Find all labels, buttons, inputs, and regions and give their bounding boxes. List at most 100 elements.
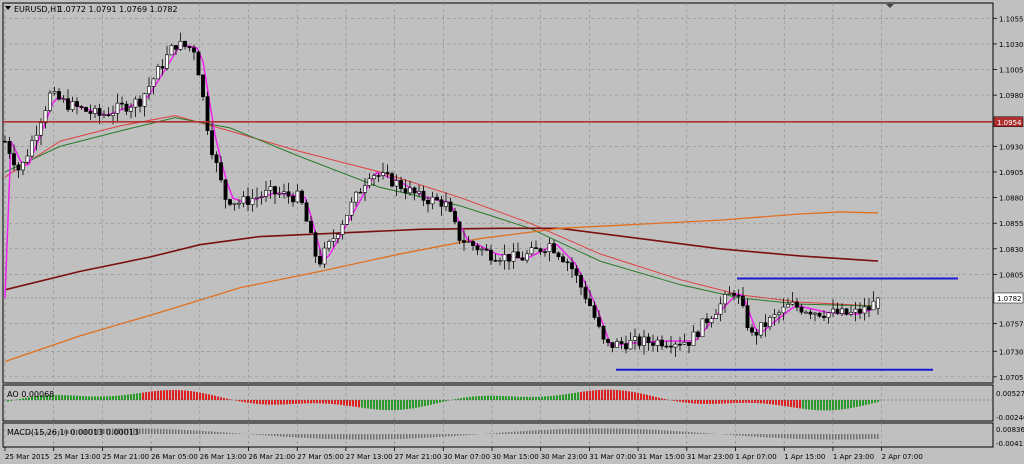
macd-bar [103,428,105,434]
ao-bar [589,390,591,400]
candle-body [448,201,453,212]
macd-bar [859,434,861,440]
macd-bar [670,430,672,434]
candle-body [556,252,561,258]
ao-bar [67,395,69,400]
candle-body [147,86,151,95]
ao-bar [208,394,210,400]
macd-bar [280,434,282,437]
macd-bar [622,428,624,434]
macd-bar [322,434,324,439]
macd-bar [277,434,279,437]
ao-bar [340,400,342,405]
macd-bar [388,434,390,440]
ao-bar [262,400,264,405]
x-tick-label: 26 Mar 05:00 [151,453,198,461]
macd-bar [385,434,387,440]
macd-bar [268,434,270,436]
candle-body [160,66,165,69]
macd-label: MACD(15,26,1) 0.00013 0.00013 [7,428,139,437]
ao-bar [457,398,459,400]
macd-bar [151,428,153,434]
ao-bar [163,390,165,400]
ao-bar [157,390,159,400]
macd-bar [190,430,192,434]
candle-body [48,92,52,111]
x-tick-label: 27 Mar 05:00 [297,453,344,461]
y-tick-label: 1.0805 [999,271,1024,279]
macd-bar [556,429,558,434]
macd-bar [604,428,606,434]
macd-bar [625,428,627,434]
ao-bar [598,389,600,400]
candle-body [39,122,43,136]
candle-body [115,102,120,114]
ao-tick-top: 0.00527 [996,390,1024,398]
ao-bar [844,400,846,410]
macd-bar [805,434,807,440]
ao-tick-bottom: -0.00246 [996,414,1024,422]
ao-bar [268,400,270,405]
ao-bar [550,395,552,400]
x-tick-label: 1 Apr 15:00 [784,453,825,461]
macd-bar [232,432,234,434]
ao-bar [832,400,834,411]
ao-bar [694,400,696,404]
ao-bar [313,400,315,404]
macd-bar [844,434,846,440]
candle-body [111,113,115,116]
time-axis: 25 Mar 2015 25 Mar 13:00 25 Mar 21:00 26 Ma… [4,447,923,461]
ao-bar [418,400,420,408]
macd-bar [169,429,171,434]
macd-bar [334,434,336,440]
macd-bar [829,434,831,440]
candle-body [430,196,435,205]
candle-body [133,98,138,108]
ao-bar [877,400,879,403]
candle-body [259,196,264,198]
ao-bar [40,395,42,400]
candle-body [781,306,786,314]
candle-body [547,243,552,252]
ao-bar [874,400,876,403]
ao-bar [679,400,681,402]
candle-body [201,74,205,97]
macd-bar [781,434,783,439]
ao-bar [217,396,219,400]
macd-bar [838,434,840,440]
macd-bar [313,434,315,439]
scroll-marker-icon[interactable] [886,4,894,8]
macd-panel [2,422,994,448]
ao-bar [373,400,375,410]
macd-bar [811,434,813,440]
candle-body [318,255,322,265]
candle-body [867,306,871,311]
ao-histogram [3,389,993,411]
macd-bar [472,434,474,435]
ao-bar [154,391,156,400]
ao-bar [409,400,411,409]
ao-bar [790,400,792,408]
macd-bar [583,428,585,434]
macd-bar [253,434,255,435]
macd-bar [193,430,195,434]
macd-bar [28,432,30,434]
ao-bar [715,400,717,404]
candle-body [651,342,655,346]
ao-bar [808,400,810,410]
candle-body [97,108,102,116]
ao-bar [571,393,573,400]
ao-bar [430,400,432,405]
ao-bar [868,400,870,405]
candle-body [565,261,570,264]
candle-body [579,275,583,288]
candle-body [673,343,678,348]
candle-body [304,202,309,222]
ao-bar [139,392,141,400]
ao-bar [127,394,129,400]
ao-bar [28,397,30,400]
macd-bar [742,434,744,436]
ao-bar [103,396,105,400]
